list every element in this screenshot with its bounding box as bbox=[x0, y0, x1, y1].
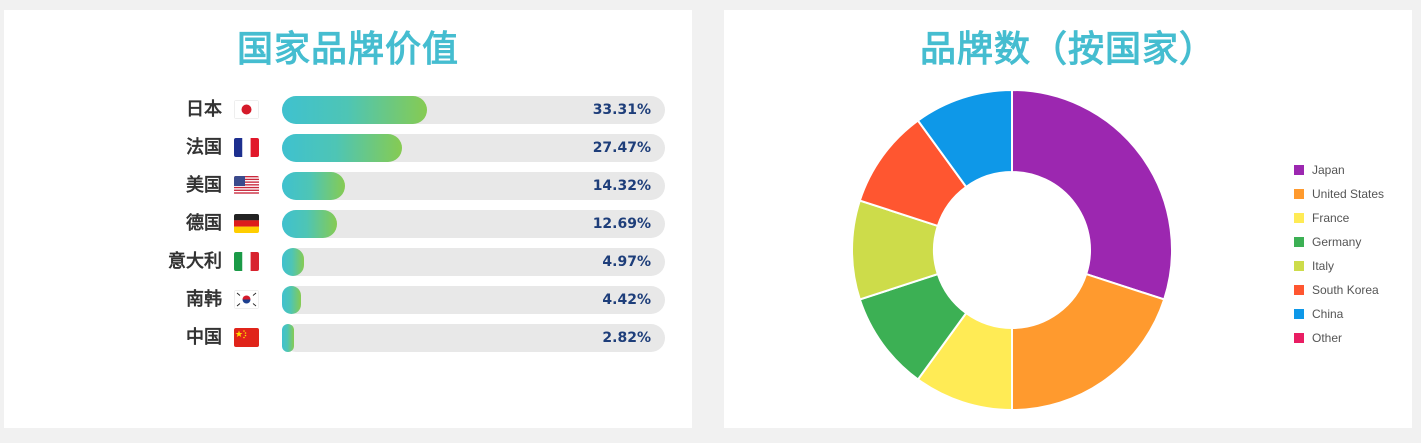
usa-flag-icon bbox=[234, 176, 259, 195]
donut-slice-japan[interactable] bbox=[1011, 88, 1173, 301]
legend-swatch bbox=[1294, 309, 1304, 319]
donut-legend: Japan United States France Germany Italy Sout… bbox=[1294, 158, 1384, 350]
country-label: 德国 bbox=[186, 213, 222, 234]
bar-row: 中国 2.82% bbox=[4, 324, 692, 352]
germany-flag-icon bbox=[234, 214, 259, 233]
brand-count-panel: 品牌数（按国家） Japan United States France Germany… bbox=[724, 10, 1412, 428]
italy-flag-icon bbox=[234, 252, 259, 271]
legend-swatch bbox=[1294, 189, 1304, 199]
bar-row: 南韩 4.42% bbox=[4, 286, 692, 314]
bar-row: 意大利 4.97% bbox=[4, 248, 692, 276]
legend-label: Other bbox=[1312, 331, 1343, 345]
bar-row: 德国 12.69% bbox=[4, 210, 692, 238]
brand-count-title: 品牌数（按国家） bbox=[919, 29, 1216, 70]
legend-swatch bbox=[1294, 237, 1304, 247]
country-label: 中国 bbox=[186, 327, 222, 348]
bar-row: 法国 27.47% bbox=[4, 134, 692, 162]
legend-label: Germany bbox=[1312, 235, 1362, 249]
legend-swatch bbox=[1294, 333, 1304, 343]
legend-item[interactable]: Italy bbox=[1294, 254, 1384, 278]
bar-value-label: 33.31% bbox=[592, 102, 651, 118]
legend-item[interactable]: South Korea bbox=[1294, 278, 1384, 302]
legend-label: Japan bbox=[1312, 163, 1345, 177]
legend-swatch bbox=[1294, 165, 1304, 175]
country-label: 意大利 bbox=[168, 251, 222, 272]
legend-label: China bbox=[1312, 307, 1344, 321]
legend-item[interactable]: Other bbox=[1294, 326, 1384, 350]
bar-value-label: 4.42% bbox=[602, 292, 651, 308]
bar-track: 2.82% bbox=[282, 324, 665, 352]
bar-track: 12.69% bbox=[282, 210, 665, 238]
legend-swatch bbox=[1294, 213, 1304, 223]
legend-swatch bbox=[1294, 261, 1304, 271]
bar bbox=[282, 96, 428, 124]
bar bbox=[282, 248, 304, 276]
legend-label: United States bbox=[1312, 187, 1385, 201]
brand-count-donut-chart bbox=[851, 88, 1173, 412]
country-label: 日本 bbox=[186, 99, 222, 120]
bar bbox=[282, 324, 295, 352]
legend-swatch bbox=[1294, 285, 1304, 295]
china-flag-icon bbox=[234, 328, 259, 347]
bar-row: 日本 33.31% bbox=[4, 96, 692, 124]
bar-value-label: 12.69% bbox=[592, 216, 651, 232]
bar-track: 4.42% bbox=[282, 286, 665, 314]
bar bbox=[282, 210, 338, 238]
brand-value-panel: 国家品牌价值 日本 33.31% 法国 27.47% 美国 14.32% 德国 12.69% 意… bbox=[4, 10, 692, 428]
bar bbox=[282, 134, 402, 162]
country-label: 法国 bbox=[186, 137, 222, 158]
country-label: 美国 bbox=[186, 175, 222, 196]
bar-value-label: 2.82% bbox=[602, 330, 651, 346]
donut-slice-china[interactable] bbox=[916, 88, 1013, 189]
france-flag-icon bbox=[234, 138, 259, 157]
legend-item[interactable]: United States bbox=[1294, 182, 1384, 206]
japan-flag-icon bbox=[234, 100, 259, 119]
legend-label: France bbox=[1312, 211, 1350, 225]
legend-item[interactable]: Japan bbox=[1294, 158, 1384, 182]
legend-label: Italy bbox=[1312, 259, 1335, 273]
bar bbox=[282, 172, 345, 200]
legend-item[interactable]: Germany bbox=[1294, 230, 1384, 254]
bar-row: 美国 14.32% bbox=[4, 172, 692, 200]
brand-value-title: 国家品牌价值 bbox=[236, 29, 459, 70]
bar-value-label: 4.97% bbox=[602, 254, 651, 270]
bar bbox=[282, 286, 302, 314]
bar-track: 4.97% bbox=[282, 248, 665, 276]
donut-slice-united-states[interactable] bbox=[1011, 272, 1166, 412]
legend-item[interactable]: France bbox=[1294, 206, 1384, 230]
bar-track: 27.47% bbox=[282, 134, 665, 162]
legend-label: South Korea bbox=[1312, 283, 1379, 297]
legend-item[interactable]: China bbox=[1294, 302, 1384, 326]
bar-value-label: 27.47% bbox=[592, 140, 651, 156]
bar-value-label: 14.32% bbox=[592, 178, 651, 194]
bar-track: 33.31% bbox=[282, 96, 665, 124]
country-label: 南韩 bbox=[186, 289, 222, 310]
south-korea-flag-icon bbox=[234, 290, 259, 309]
bar-track: 14.32% bbox=[282, 172, 665, 200]
